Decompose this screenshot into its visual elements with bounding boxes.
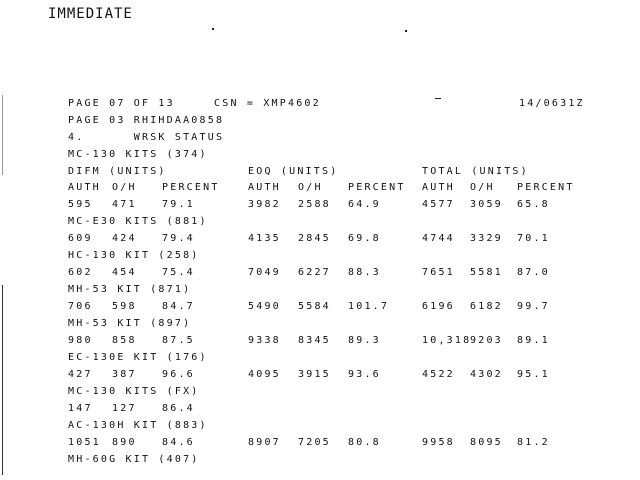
scan-edge bbox=[2, 95, 3, 175]
kit-value: 6182 bbox=[470, 301, 503, 312]
kit-value: 8095 bbox=[470, 437, 503, 448]
kit-value: 5490 bbox=[248, 301, 281, 312]
kit-value: 101.7 bbox=[348, 301, 390, 312]
kit-value: 64.9 bbox=[348, 199, 381, 210]
kit-value: 2588 bbox=[298, 199, 331, 210]
kit-name: HC-130 KIT (258) bbox=[68, 250, 200, 261]
precedence-label: IMMEDIATE bbox=[48, 6, 133, 22]
kit-value: 9958 bbox=[422, 437, 455, 448]
page-reference: PAGE 03 RHIHDAA0858 bbox=[68, 115, 225, 126]
kit-value: 93.6 bbox=[348, 369, 381, 380]
kit-value: 127 bbox=[112, 403, 137, 414]
kit-value: 3329 bbox=[470, 233, 503, 244]
kit-value: 3059 bbox=[470, 199, 503, 210]
column-header: PERCENT bbox=[162, 182, 220, 193]
kit-value: 84.6 bbox=[162, 437, 195, 448]
kit-value: 5581 bbox=[470, 267, 503, 278]
kit-value: 79.1 bbox=[162, 199, 195, 210]
difm-header: DIFM (UNITS) bbox=[68, 166, 167, 177]
kit-value: 4522 bbox=[422, 369, 455, 380]
kit-value: 7049 bbox=[248, 267, 281, 278]
kit-value: 4095 bbox=[248, 369, 281, 380]
kit-value: 8907 bbox=[248, 437, 281, 448]
kit-value: 95.1 bbox=[517, 369, 550, 380]
kit-value: 8345 bbox=[298, 335, 331, 346]
kit-value: 84.7 bbox=[162, 301, 195, 312]
kit-name: MC-E30 KITS (881) bbox=[68, 216, 208, 227]
kit-name: MC-130 KITS (FX) bbox=[68, 386, 200, 397]
kit-value: 7205 bbox=[298, 437, 331, 448]
scan-edge bbox=[2, 285, 3, 475]
kit-value: 471 bbox=[112, 199, 137, 210]
kit-name: MH-53 KIT (897) bbox=[68, 318, 192, 329]
kit-value: 890 bbox=[112, 437, 137, 448]
column-header: O/H bbox=[112, 182, 137, 193]
kit-value: 4302 bbox=[470, 369, 503, 380]
page-number: PAGE 07 OF 13 bbox=[68, 98, 175, 109]
kit-value: 70.1 bbox=[517, 233, 550, 244]
kit-value: 99.7 bbox=[517, 301, 550, 312]
total-header: TOTAL (UNITS) bbox=[422, 166, 529, 177]
kit-value: 1051 bbox=[68, 437, 101, 448]
column-header: AUTH bbox=[68, 182, 101, 193]
kit-name: AC-130H KIT (883) bbox=[68, 420, 208, 431]
column-header: PERCENT bbox=[348, 182, 406, 193]
kit-value: 387 bbox=[112, 369, 137, 380]
kit-value: 88.3 bbox=[348, 267, 381, 278]
kit-value: 6227 bbox=[298, 267, 331, 278]
column-header: AUTH bbox=[248, 182, 281, 193]
kit-value: 427 bbox=[68, 369, 93, 380]
kit-value: 858 bbox=[112, 335, 137, 346]
kit-value: 4744 bbox=[422, 233, 455, 244]
eoq-header: EOQ (UNITS) bbox=[248, 166, 339, 177]
kit-name: EC-130E KIT (176) bbox=[68, 352, 208, 363]
kit-value: 6196 bbox=[422, 301, 455, 312]
scan-speck bbox=[212, 28, 214, 30]
kit-value: 3982 bbox=[248, 199, 281, 210]
kit-name: MH-53 KIT (871) bbox=[68, 284, 192, 295]
kit-value: 80.8 bbox=[348, 437, 381, 448]
kit-value: 81.2 bbox=[517, 437, 550, 448]
kit-value: 89.3 bbox=[348, 335, 381, 346]
kit-value: 79.4 bbox=[162, 233, 195, 244]
kit-value: 96.6 bbox=[162, 369, 195, 380]
kit-value: 980 bbox=[68, 335, 93, 346]
scan-speck bbox=[435, 98, 441, 99]
kit-value: 10,318 bbox=[422, 335, 472, 346]
kit-value: 87.0 bbox=[517, 267, 550, 278]
date-time-group: 14/0631Z bbox=[519, 98, 585, 109]
column-header: O/H bbox=[470, 182, 495, 193]
column-header: O/H bbox=[298, 182, 323, 193]
scan-speck bbox=[405, 30, 407, 32]
kit-value: 454 bbox=[112, 267, 137, 278]
kit-value: 598 bbox=[112, 301, 137, 312]
kit-value: 9338 bbox=[248, 335, 281, 346]
kit-name: MC-130 KITS (374) bbox=[68, 149, 208, 160]
kit-value: 602 bbox=[68, 267, 93, 278]
kit-value: 4135 bbox=[248, 233, 281, 244]
csn: CSN = XMP4602 bbox=[214, 98, 321, 109]
kit-value: 65.8 bbox=[517, 199, 550, 210]
kit-value: 87.5 bbox=[162, 335, 195, 346]
kit-value: 706 bbox=[68, 301, 93, 312]
kit-name: MH-60G KIT (407) bbox=[68, 454, 200, 465]
kit-value: 69.8 bbox=[348, 233, 381, 244]
kit-value: 424 bbox=[112, 233, 137, 244]
kit-value: 3915 bbox=[298, 369, 331, 380]
kit-value: 609 bbox=[68, 233, 93, 244]
section-title: 4. WRSK STATUS bbox=[68, 132, 225, 143]
column-header: AUTH bbox=[422, 182, 455, 193]
kit-value: 89.1 bbox=[517, 335, 550, 346]
kit-value: 75.4 bbox=[162, 267, 195, 278]
kit-value: 9203 bbox=[470, 335, 503, 346]
kit-value: 86.4 bbox=[162, 403, 195, 414]
kit-value: 2845 bbox=[298, 233, 331, 244]
kit-value: 4577 bbox=[422, 199, 455, 210]
kit-value: 5584 bbox=[298, 301, 331, 312]
column-header: PERCENT bbox=[517, 182, 575, 193]
kit-value: 595 bbox=[68, 199, 93, 210]
kit-value: 147 bbox=[68, 403, 93, 414]
kit-value: 7651 bbox=[422, 267, 455, 278]
